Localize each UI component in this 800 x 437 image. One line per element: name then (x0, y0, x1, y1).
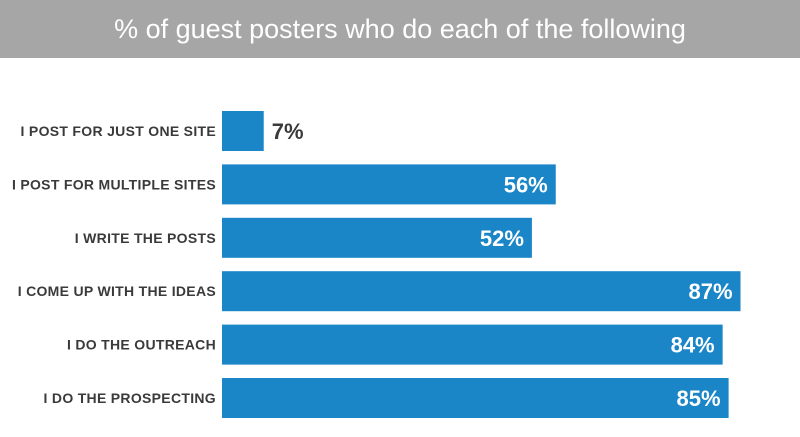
value-label: 85% (677, 386, 721, 411)
bar-6 (222, 378, 729, 418)
bar-5 (222, 324, 723, 365)
category-label: I POST FOR MULTIPLE SITES (12, 176, 216, 192)
bar-3 (222, 217, 532, 258)
bar-4 (222, 271, 741, 312)
chart-title: % of guest posters who do each of the fo… (114, 14, 686, 44)
value-label: 87% (688, 279, 732, 304)
category-label: I POST FOR JUST ONE SITE (21, 123, 216, 139)
category-label: I WRITE THE POSTS (75, 230, 216, 246)
category-label: I DO THE OUTREACH (67, 337, 216, 353)
category-label: I DO THE PROSPECTING (44, 390, 216, 406)
value-label: 56% (504, 172, 548, 197)
bar-1 (222, 111, 264, 151)
value-label: 52% (480, 226, 524, 251)
bar-2 (222, 164, 556, 205)
title-bar: % of guest posters who do each of the fo… (0, 0, 800, 58)
bars-layer: I POST FOR JUST ONE SITE 7% I POST FOR MUL… (12, 111, 741, 418)
value-label: 7% (272, 119, 304, 144)
value-label: 84% (671, 333, 715, 358)
category-label: I COME UP WITH THE IDEAS (18, 283, 216, 299)
